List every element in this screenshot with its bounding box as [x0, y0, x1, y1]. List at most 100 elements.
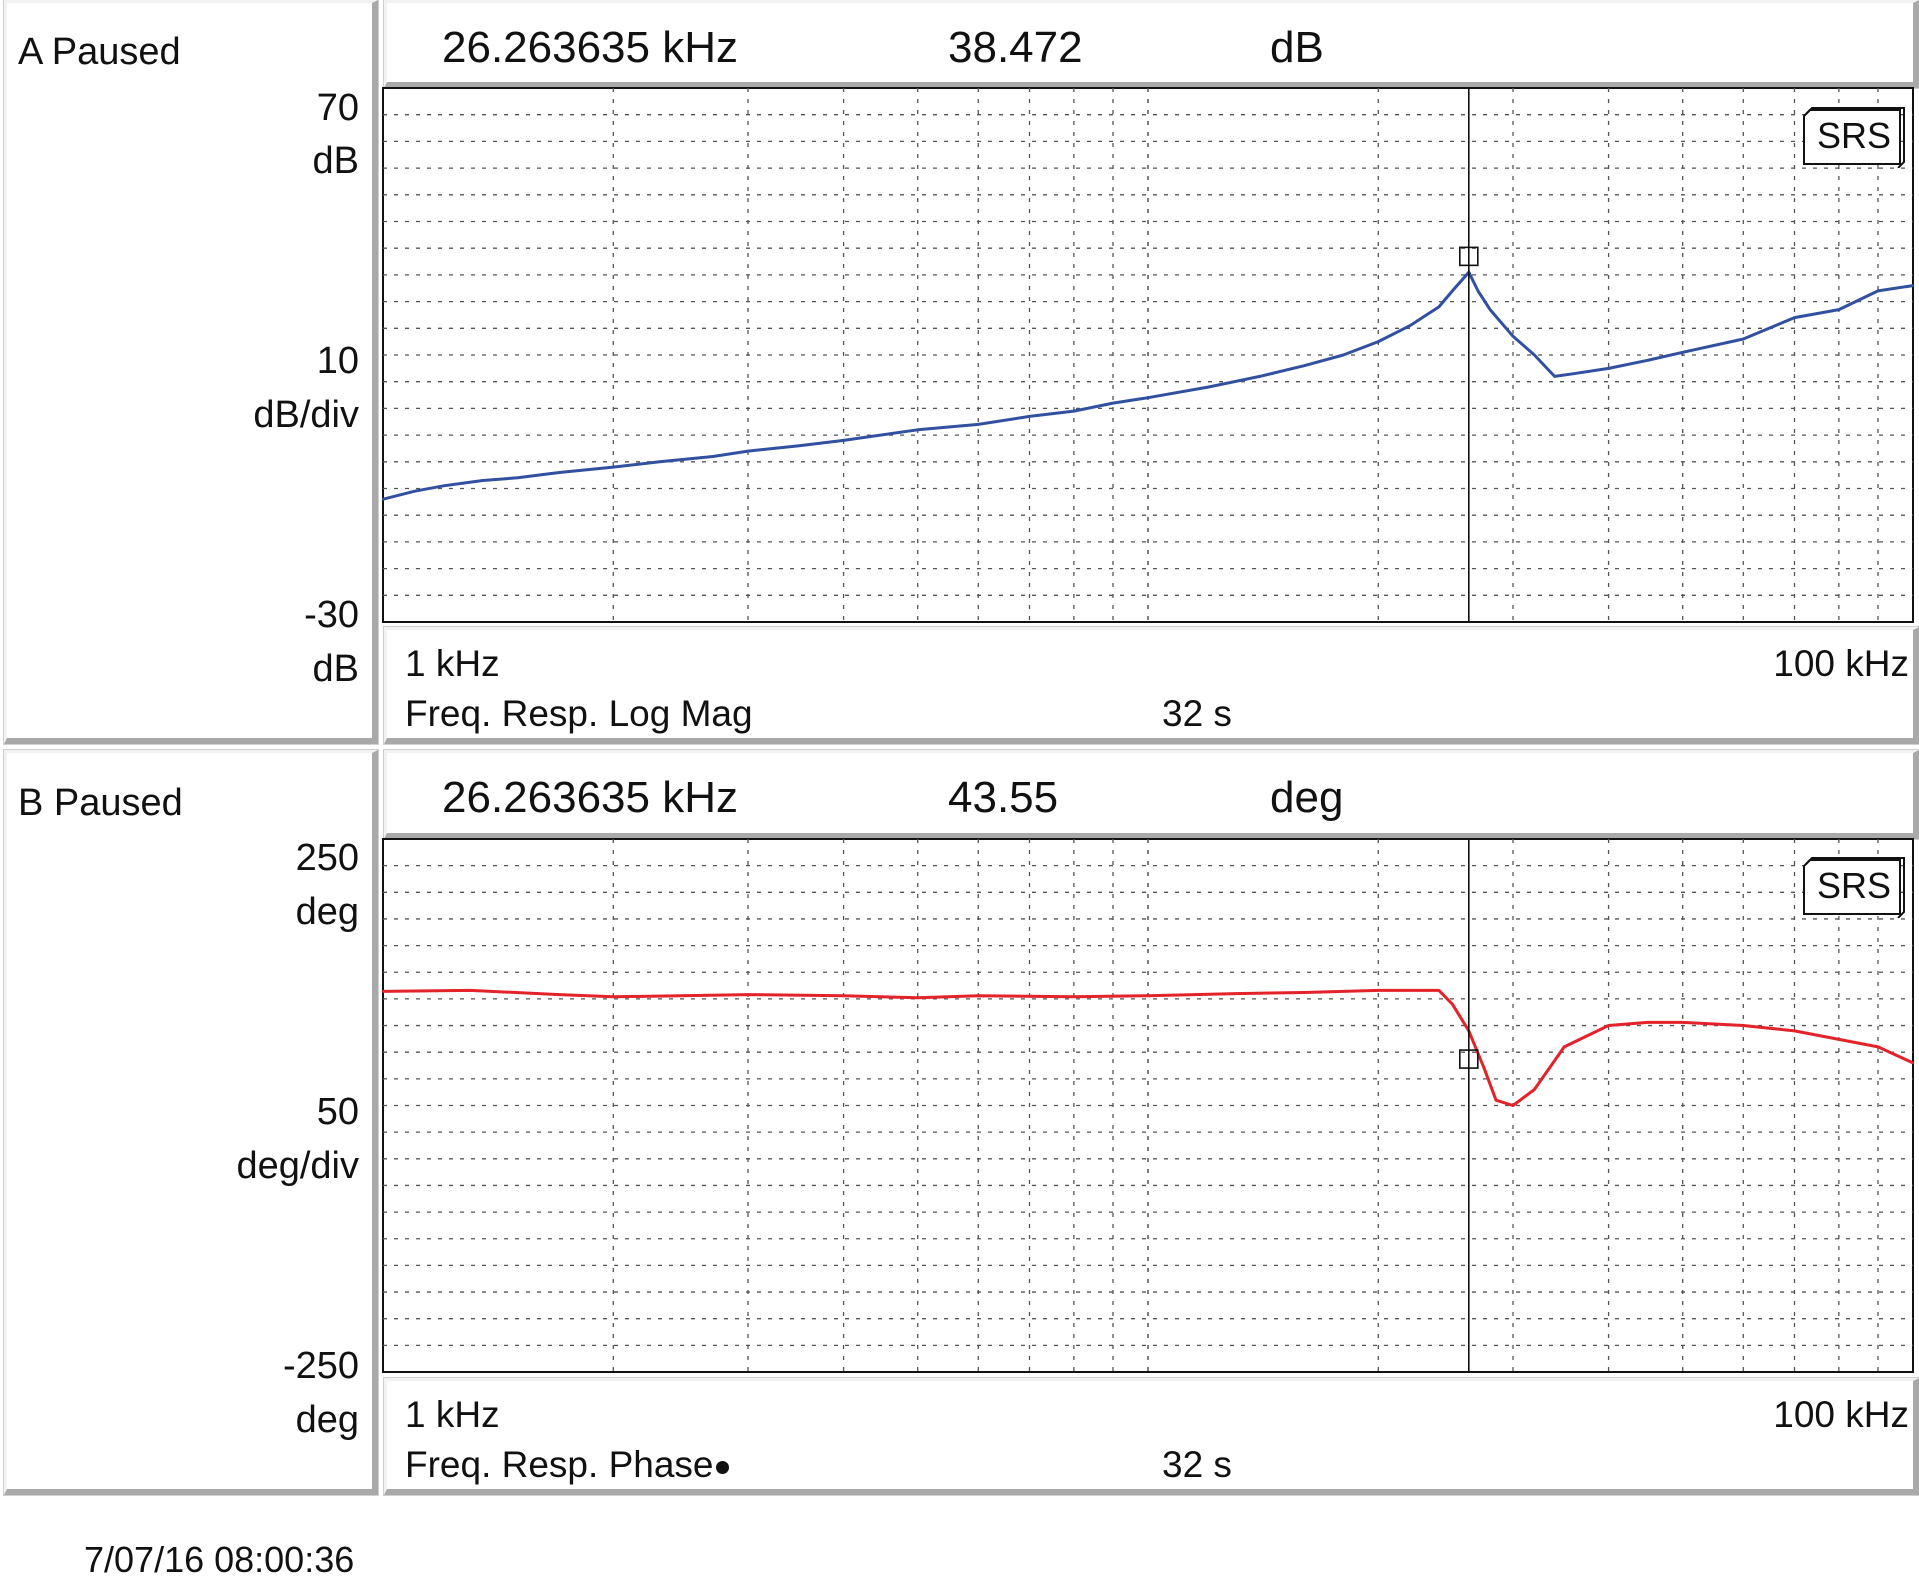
panel-a-cursor-marker	[1459, 246, 1479, 267]
panel-a-readout-value: 38.472	[948, 23, 1083, 72]
panel-a-data-point	[558, 471, 561, 474]
panel-a-data-point	[711, 455, 715, 458]
panel-a-data-point	[1146, 396, 1150, 399]
panel-a-readout-frequency: 26.263635 kHz	[442, 23, 738, 72]
panel-b-data-point	[1742, 1024, 1745, 1027]
panel-a-data-point	[516, 476, 519, 479]
panel-b-scale-bottom-value: -250	[282, 1345, 359, 1387]
panel-b-readout-unit: deg	[1270, 773, 1344, 822]
panel-a-data-point	[1437, 305, 1441, 309]
panel-a-readout-frame	[383, 0, 1919, 89]
panel-b-readout-frequency: 26.263635 kHz	[442, 773, 738, 822]
panel-b-trace-0	[382, 988, 1914, 1107]
panel-b-data-point	[381, 990, 385, 993]
panel-a-data-point	[1207, 385, 1210, 389]
panel-a-data-point	[1072, 409, 1076, 413]
panel-a-scale-frame	[3, 0, 379, 745]
active-trace-dot-icon	[716, 1460, 730, 1474]
panel-a-data-point	[381, 498, 385, 501]
panel-b-elapsed: 32 s	[1162, 1444, 1232, 1485]
panel-b-scale-frame	[3, 749, 379, 1496]
panel-b-data-point	[1837, 1038, 1841, 1041]
panel-b-data-point	[612, 995, 615, 998]
panel-a-data-point	[1377, 340, 1380, 343]
panel-a-data-point	[1793, 316, 1796, 319]
panel-a-data-point	[1572, 372, 1575, 375]
panel-b-data-point	[1563, 1045, 1566, 1049]
panel-b-data-point	[1793, 1029, 1796, 1033]
panel-a-scale-top-value: 70	[316, 87, 359, 129]
panel-a-data-point	[1451, 289, 1454, 293]
panel-a-data-point	[1258, 375, 1261, 378]
panel-a-data-point	[1646, 359, 1649, 362]
panel-b-data-point	[1437, 989, 1441, 992]
panel-a-x-start: 1 kHz	[405, 643, 500, 684]
panel-b-cursor-marker	[1459, 1049, 1479, 1069]
panel-a-data-point	[1511, 335, 1515, 338]
panel-b-data-point	[1607, 1024, 1610, 1027]
panel-b-data-point	[469, 989, 472, 992]
panel-a-status: A Paused	[18, 31, 181, 73]
panel-b-srs-label: SRS	[1817, 865, 1891, 906]
panel-b-data-point	[1482, 1067, 1486, 1070]
panel-a-data-point	[481, 479, 484, 482]
panel-a-scale-div-value: 10	[316, 340, 359, 382]
panel-a-plot[interactable]	[381, 87, 1915, 623]
panel-b-data-point	[1533, 1088, 1536, 1091]
panel-a-srs-label: SRS	[1817, 115, 1891, 156]
panel-a-data-point	[1303, 364, 1306, 367]
panel-a-data-point	[977, 423, 980, 426]
panel-a-data-point	[1476, 289, 1480, 293]
panel-a-x-end: 100 kHz	[1773, 643, 1909, 684]
panel-b-scale-div-value: 50	[316, 1091, 359, 1133]
panel-b-x-end: 100 kHz	[1773, 1394, 1909, 1435]
panel-a-measurement: Freq. Resp. Log Mag	[405, 693, 753, 734]
panel-b-data-point	[916, 996, 919, 999]
panel-b-status: B Paused	[18, 782, 183, 824]
panel-a-elapsed: 32 s	[1162, 693, 1232, 734]
panel-b-scale-bottom-unit: deg	[295, 1399, 359, 1441]
panel-b-plot[interactable]	[381, 838, 1915, 1373]
panel-a-data-point	[1607, 367, 1610, 370]
panel-b-data-point	[977, 994, 980, 997]
panel-a-data-point	[1876, 289, 1880, 293]
panel-b-scale-top-value: 250	[295, 837, 359, 879]
panel-b-readout-frame	[383, 749, 1919, 840]
panel-b-data-point	[1303, 991, 1306, 994]
panel-b-scale-div-unit: deg/div	[236, 1145, 359, 1187]
panel-a-data-point	[1742, 337, 1745, 341]
panel-a-data-point	[1342, 353, 1345, 357]
panel-b-data-point	[1408, 989, 1412, 992]
panel-a-data-point	[798, 444, 801, 447]
panel-a-scale-bottom-unit: dB	[312, 648, 359, 690]
panel-b-data-point	[746, 993, 750, 996]
panel-b-data-point	[1911, 1061, 1915, 1065]
panel-b-data-point	[1511, 1104, 1515, 1107]
panel-a-data-point	[746, 449, 750, 453]
panel-a-data-point	[916, 428, 919, 431]
panel-a-readout-unit: dB	[1270, 23, 1324, 72]
panel-a-data-point	[1837, 308, 1841, 311]
panel-a-scale-top-unit: dB	[312, 140, 359, 182]
panel-b-data-point	[1234, 992, 1237, 995]
panel-b-x-start: 1 kHz	[405, 1394, 500, 1435]
panel-a-data-point	[442, 484, 445, 487]
panel-a-data-point	[1408, 324, 1412, 327]
panel-b-data-point	[1681, 1021, 1684, 1024]
panel-a-data-point	[658, 460, 661, 463]
panel-a-data-point	[842, 439, 845, 442]
panel-b-data-point	[1876, 1045, 1880, 1049]
panel-a-data-point	[1111, 401, 1115, 405]
panel-a-data-point	[612, 465, 615, 469]
panel-b-data-point	[1451, 1003, 1454, 1006]
panel-b-data-point	[1377, 989, 1380, 992]
panel-b-measurement-label: Freq. Resp. Phase	[405, 1444, 714, 1485]
panel-b-data-point	[1146, 994, 1150, 997]
panel-a-data-point	[1488, 308, 1492, 311]
panel-a-data-point	[1028, 415, 1031, 418]
panel-b-data-point	[842, 994, 845, 997]
panel-a-scale-div-unit: dB/div	[253, 394, 359, 436]
panel-b-readout-value: 43.55	[948, 773, 1059, 822]
panel-a-data-point	[413, 490, 416, 493]
panel-a-data-point	[1533, 353, 1536, 357]
